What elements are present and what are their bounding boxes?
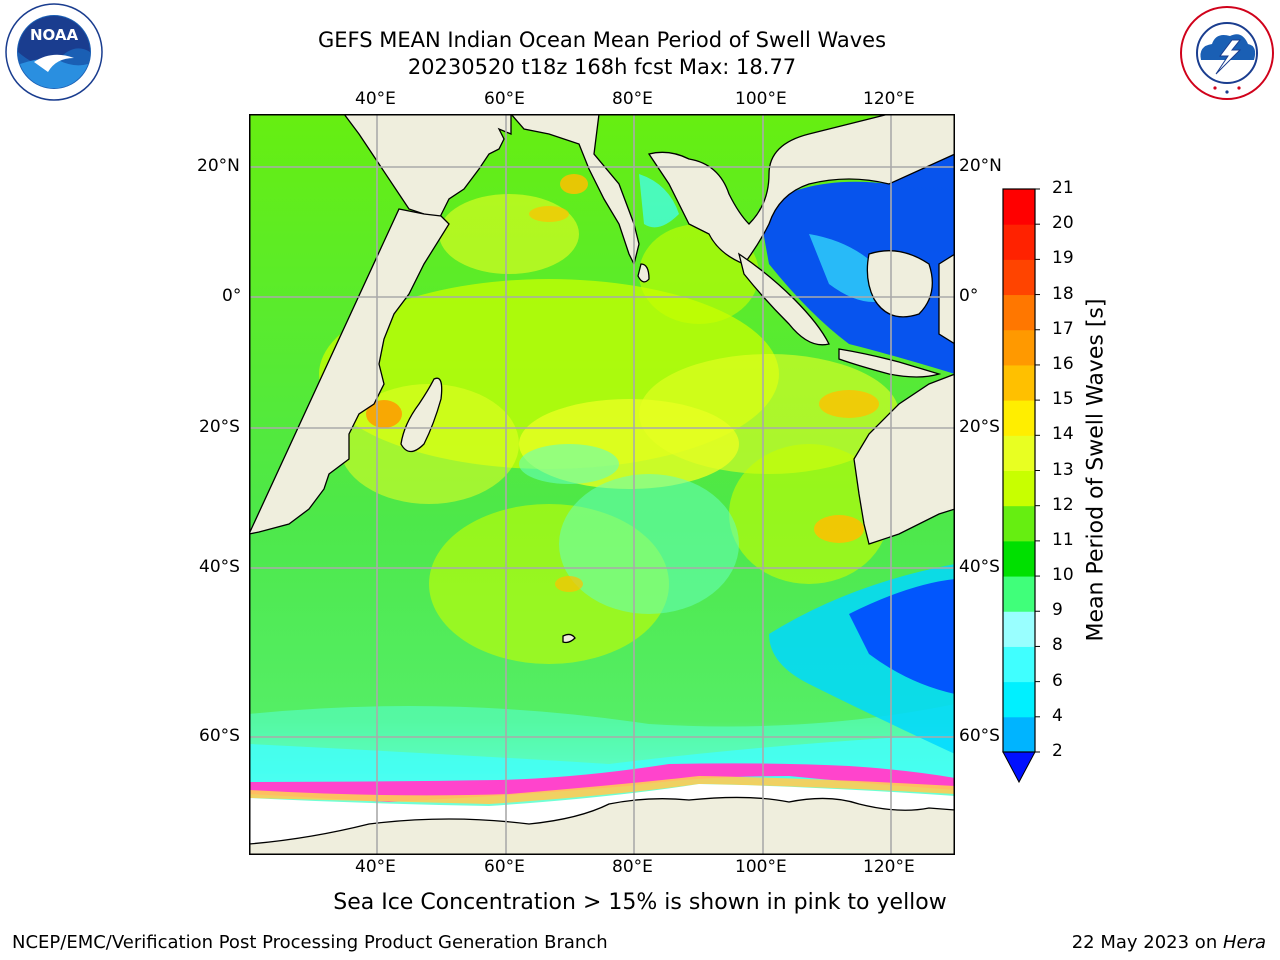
- colorbar-band: [1003, 189, 1035, 225]
- map-title: GEFS MEAN Indian Ocean Mean Period of Sw…: [317, 28, 887, 52]
- colorbar: [1002, 188, 1040, 784]
- colorbar-tick-label: 20: [1052, 213, 1074, 234]
- colorbar-band: [1003, 681, 1035, 718]
- map-subtitle: 20230520 t18z 168h fcst Max: 18.77: [407, 55, 797, 79]
- colorbar-tick-label: 17: [1052, 318, 1074, 339]
- lon-label-top-40e: 40°E: [355, 89, 396, 109]
- lon-label-top-60e: 60°E: [484, 89, 525, 109]
- lon-label-bottom-40e: 40°E: [355, 857, 396, 877]
- colorbar-tick-label: 10: [1052, 565, 1074, 586]
- colorbar-tick-label: 8: [1052, 635, 1063, 656]
- lon-label-bottom-80e: 80°E: [612, 857, 653, 877]
- colorbar-band: [1003, 540, 1035, 577]
- lon-label-bottom-100e: 100°E: [735, 857, 787, 877]
- colorbar-band: [1003, 505, 1035, 542]
- colorbar-tick-label: 2: [1052, 741, 1063, 761]
- colorbar-title: Mean Period of Swell Waves [s]: [1083, 298, 1109, 642]
- footer-host: Hera: [1222, 932, 1266, 953]
- graticule: [249, 114, 955, 855]
- sea-ice-caption: Sea Ice Concentration > 15% is shown in …: [333, 890, 947, 915]
- lon-label-top-80e: 80°E: [612, 89, 653, 109]
- footer-date-text: 22 May 2023 on: [1071, 932, 1223, 953]
- colorbar-band: [1003, 400, 1035, 436]
- colorbar-tick-label: 16: [1052, 353, 1074, 374]
- colorbar-bands: [1003, 189, 1035, 753]
- colorbar-tick-label: 6: [1052, 670, 1063, 691]
- colorbar-tick-label: 14: [1052, 424, 1074, 445]
- land-masses: [249, 114, 955, 855]
- colorbar-band: [1003, 294, 1035, 331]
- colorbar-tick-label: 13: [1052, 459, 1074, 480]
- noaa-logo-text: NOAA: [30, 26, 79, 44]
- colorbar-tick-label: 9: [1052, 600, 1063, 621]
- colorbar-band: [1003, 611, 1035, 647]
- colorbar-band: [1003, 364, 1035, 401]
- colorbar-tick-label: 11: [1052, 529, 1074, 550]
- colorbar-tick-label: 4: [1052, 705, 1063, 726]
- lon-label-top-100e: 100°E: [735, 89, 787, 109]
- colorbar-tick-label: 15: [1052, 389, 1074, 410]
- lat-label-right-0: 0°: [959, 286, 979, 306]
- noaa-logo: NOAA: [5, 3, 103, 101]
- colorbar-band: [1003, 224, 1035, 260]
- colorbar-tick-label: 12: [1052, 494, 1074, 515]
- lat-label-left-20n: 20°N: [197, 156, 240, 176]
- lat-label-left-40s: 40°S: [199, 557, 240, 577]
- map-frame: [249, 114, 955, 855]
- map-panel: [249, 114, 955, 855]
- lat-label-right-20s: 20°S: [959, 417, 1000, 437]
- lat-label-left-20s: 20°S: [199, 417, 240, 437]
- lat-label-right-20n: 20°N: [959, 156, 1002, 176]
- colorbar-band: [1003, 470, 1035, 507]
- sea-ice-edge: [249, 763, 955, 802]
- colorbar-min-arrow: [1002, 751, 1036, 784]
- colorbar-band: [1003, 716, 1035, 753]
- colorbar-band: [1003, 576, 1035, 612]
- colorbar-tick-label: 18: [1052, 283, 1074, 304]
- footer-date: 22 May 2023 on Hera: [1072, 932, 1266, 953]
- nws-logo: [1178, 4, 1276, 102]
- lat-label-right-40s: 40°S: [959, 557, 1000, 577]
- lon-label-top-120e: 120°E: [863, 89, 915, 109]
- lat-label-left-60s: 60°S: [199, 726, 240, 746]
- colorbar-tick-label: 21: [1052, 178, 1074, 198]
- lat-label-left-0: 0°: [222, 286, 242, 306]
- lon-label-bottom-60e: 60°E: [484, 857, 525, 877]
- colorbar-band: [1003, 646, 1035, 683]
- colorbar-band: [1003, 329, 1035, 366]
- colorbar-band: [1003, 435, 1035, 471]
- footer-credit: NCEP/EMC/Verification Post Processing Pr…: [12, 932, 608, 953]
- lat-label-right-60s: 60°S: [959, 726, 1000, 746]
- colorbar-band: [1003, 259, 1035, 296]
- lon-label-bottom-120e: 120°E: [863, 857, 915, 877]
- colorbar-tick-label: 19: [1052, 248, 1074, 269]
